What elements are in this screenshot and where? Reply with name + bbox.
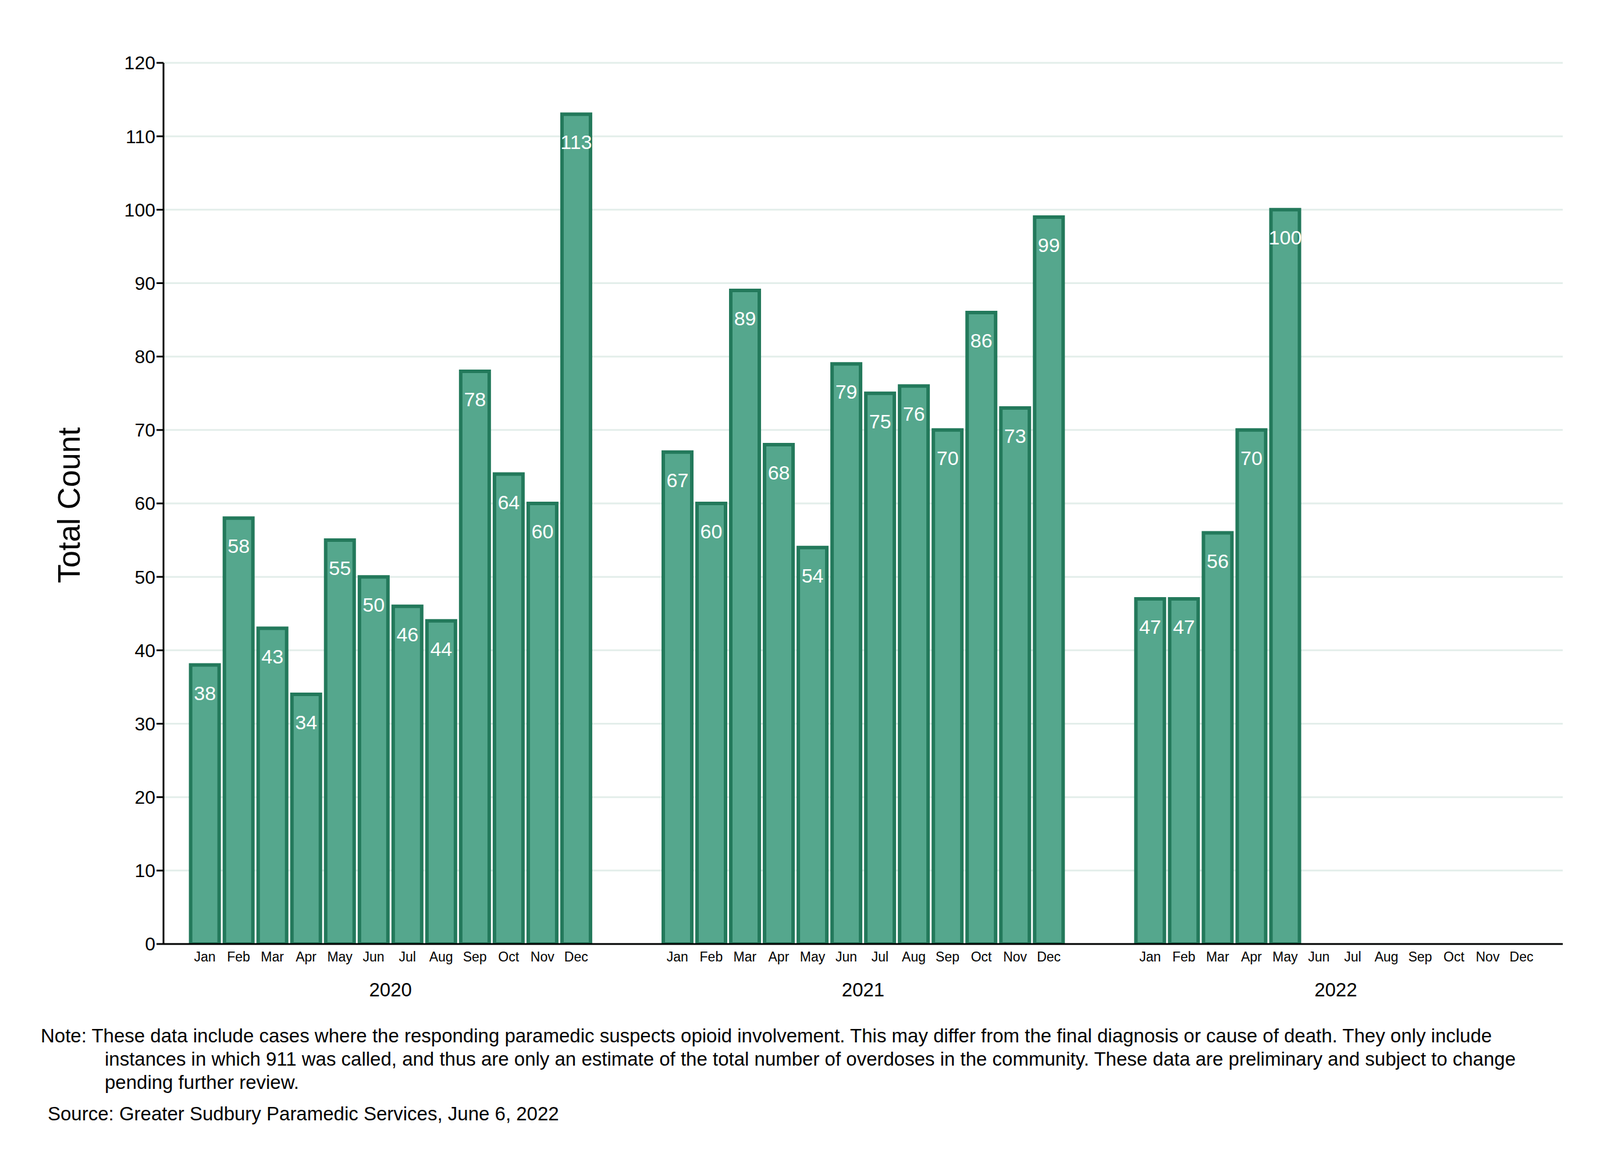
svg-text:Mar: Mar <box>260 948 284 965</box>
svg-text:Jun: Jun <box>1307 948 1330 965</box>
svg-text:May: May <box>1272 948 1299 965</box>
html-text:Source: Greater Sudbury Parame: Source: Greater Sudbury Paramedic Servic… <box>47 1102 559 1125</box>
svg-text:Apr: Apr <box>295 948 317 965</box>
svg-text:Aug: Aug <box>1374 948 1399 965</box>
svg-text:Jul: Jul <box>871 948 889 965</box>
svg-text:May: May <box>800 948 826 965</box>
svg-text:Mar: Mar <box>733 948 757 965</box>
svg-text:Feb: Feb <box>226 948 251 965</box>
svg-text:Nov: Nov <box>530 948 555 965</box>
svg-text:46: 46 <box>396 623 419 646</box>
svg-text:70: 70 <box>134 419 156 441</box>
svg-text:79: 79 <box>835 380 858 403</box>
svg-text:Jan: Jan <box>1139 948 1161 965</box>
svg-text:54: 54 <box>801 564 824 587</box>
svg-text:64: 64 <box>497 491 520 514</box>
svg-text:70: 70 <box>1240 446 1263 469</box>
svg-text:110: 110 <box>125 126 156 148</box>
svg-text:100: 100 <box>124 199 156 221</box>
svg-text:Mar: Mar <box>1206 948 1230 965</box>
svg-text:58: 58 <box>227 534 250 557</box>
svg-text:0: 0 <box>144 933 156 955</box>
svg-text:60: 60 <box>531 520 554 543</box>
svg-text:67: 67 <box>666 468 689 492</box>
svg-text:34: 34 <box>294 710 318 734</box>
html-text:Note: These data include cases: Note: These data include cases where the… <box>40 1024 1516 1093</box>
svg-text:47: 47 <box>1172 615 1196 638</box>
svg-text:50: 50 <box>134 566 156 588</box>
svg-text:47: 47 <box>1139 615 1162 638</box>
svg-text:68: 68 <box>768 461 791 484</box>
html-text:Total Count: Total Count <box>51 427 87 584</box>
svg-text:38: 38 <box>193 681 216 704</box>
svg-text:50: 50 <box>362 593 385 616</box>
svg-text:75: 75 <box>869 410 892 433</box>
svg-text:Aug: Aug <box>901 948 926 965</box>
svg-text:56: 56 <box>1206 549 1229 572</box>
svg-text:Sep: Sep <box>463 948 487 965</box>
svg-text:20: 20 <box>134 786 156 808</box>
svg-text:99: 99 <box>1037 233 1061 256</box>
svg-text:55: 55 <box>328 556 351 579</box>
svg-text:Oct: Oct <box>498 948 519 965</box>
svg-text:80: 80 <box>134 346 156 368</box>
svg-text:76: 76 <box>902 402 926 425</box>
svg-text:30: 30 <box>134 713 156 735</box>
svg-text:90: 90 <box>134 272 156 294</box>
svg-text:Feb: Feb <box>699 948 724 965</box>
svg-text:Nov: Nov <box>1476 948 1500 965</box>
svg-text:60: 60 <box>700 520 723 543</box>
svg-text:100: 100 <box>1268 226 1303 249</box>
svg-text:43: 43 <box>261 645 284 668</box>
svg-text:2021: 2021 <box>841 978 885 1001</box>
svg-text:Dec: Dec <box>564 948 589 965</box>
svg-text:Sep: Sep <box>1408 948 1432 965</box>
svg-text:10: 10 <box>134 859 156 881</box>
svg-text:86: 86 <box>970 329 993 352</box>
svg-text:Aug: Aug <box>429 948 454 965</box>
svg-text:Dec: Dec <box>1509 948 1534 965</box>
svg-text:73: 73 <box>1004 424 1027 447</box>
svg-text:40: 40 <box>134 640 156 661</box>
svg-text:Jul: Jul <box>1344 948 1361 965</box>
svg-text:2022: 2022 <box>1314 978 1357 1001</box>
svg-text:Oct: Oct <box>1443 948 1465 965</box>
svg-text:Feb: Feb <box>1172 948 1196 965</box>
svg-text:Dec: Dec <box>1036 948 1061 965</box>
svg-text:Jul: Jul <box>398 948 416 965</box>
svg-text:Jun: Jun <box>835 948 858 965</box>
svg-text:2020: 2020 <box>368 978 412 1001</box>
svg-text:113: 113 <box>560 130 592 154</box>
svg-text:44: 44 <box>429 637 453 660</box>
svg-text:78: 78 <box>463 388 486 411</box>
svg-text:Apr: Apr <box>1241 948 1262 965</box>
svg-text:Sep: Sep <box>935 948 960 965</box>
svg-text:Oct: Oct <box>971 948 992 965</box>
svg-text:May: May <box>326 948 353 965</box>
svg-text:Nov: Nov <box>1003 948 1027 965</box>
svg-text:120: 120 <box>124 52 156 74</box>
svg-text:Jan: Jan <box>193 948 216 965</box>
svg-text:Jan: Jan <box>666 948 689 965</box>
svg-text:Apr: Apr <box>768 948 790 965</box>
svg-text:89: 89 <box>734 307 757 330</box>
svg-text:60: 60 <box>134 492 156 514</box>
svg-text:70: 70 <box>936 446 959 469</box>
svg-text:Jun: Jun <box>363 948 385 965</box>
